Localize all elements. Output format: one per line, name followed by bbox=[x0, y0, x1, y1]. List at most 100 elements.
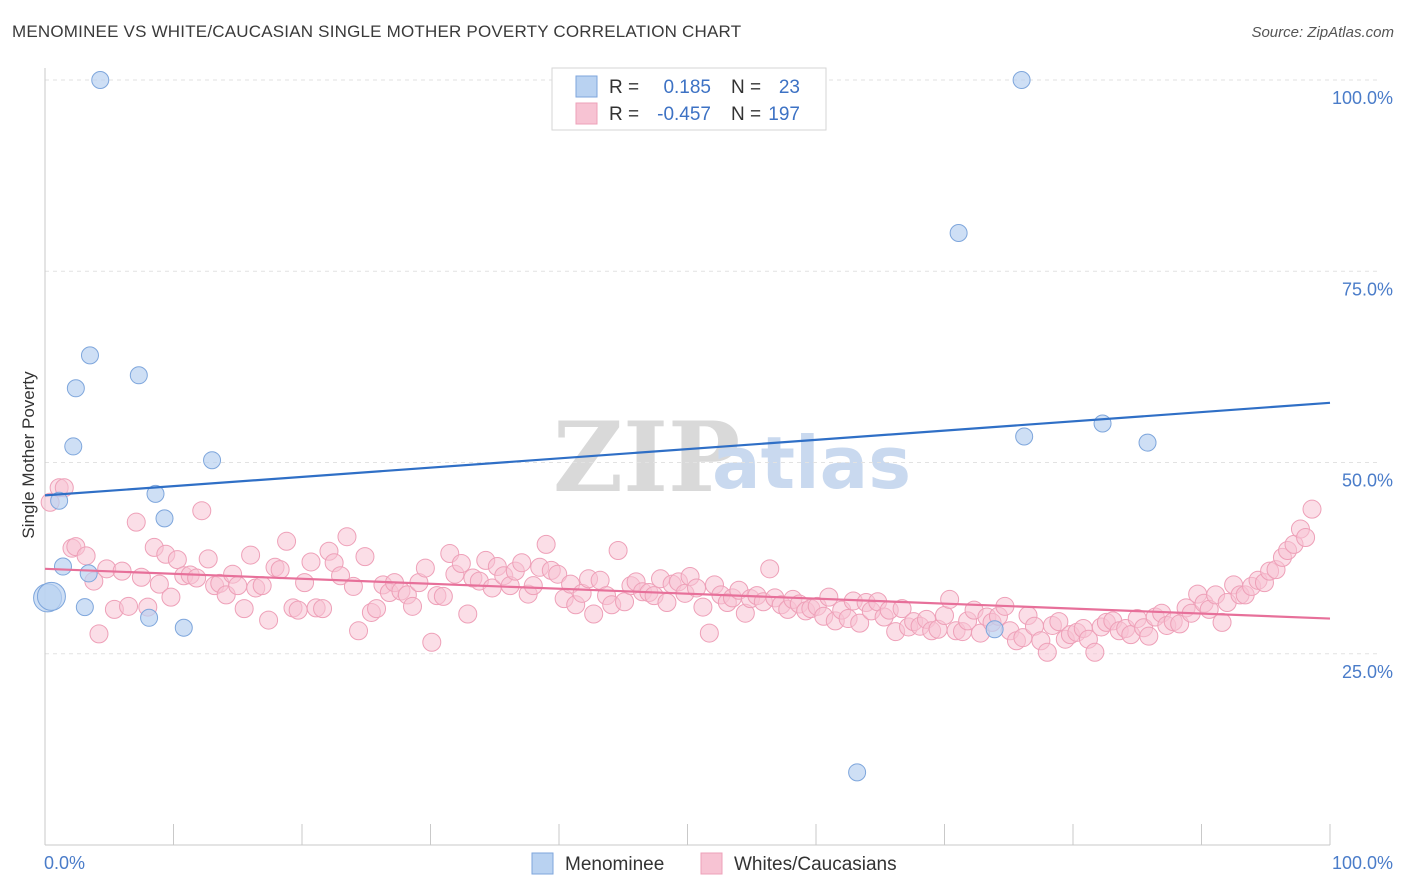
bottom-legend-label-whites: Whites/Caucasians bbox=[734, 854, 897, 875]
legend-swatch-whites bbox=[575, 102, 598, 125]
point-whites-60 bbox=[415, 558, 435, 578]
point-whites-13 bbox=[131, 567, 151, 587]
bottom-legend-swatch-whites bbox=[700, 852, 723, 875]
x-tick-label-0: 0.0% bbox=[44, 853, 85, 873]
point-whites-67 bbox=[458, 604, 478, 624]
point-whites-11 bbox=[119, 596, 139, 616]
legend-r-value-menominee: 0.185 bbox=[663, 77, 711, 98]
point-whites-63 bbox=[433, 586, 453, 606]
point-whites-78 bbox=[523, 576, 543, 596]
point-menominee-8 bbox=[1093, 414, 1112, 433]
point-whites-127 bbox=[819, 587, 839, 607]
point-whites-22 bbox=[187, 568, 207, 588]
x-tick-label-1: 100.0% bbox=[1332, 853, 1393, 873]
point-whites-30 bbox=[234, 599, 254, 619]
legend-box bbox=[551, 67, 827, 131]
point-whites-171 bbox=[1085, 642, 1105, 662]
point-whites-41 bbox=[301, 552, 321, 572]
point-whites-207 bbox=[1302, 499, 1322, 519]
point-whites-7 bbox=[89, 624, 109, 644]
point-menominee-17 bbox=[36, 581, 66, 611]
axes bbox=[44, 68, 1331, 846]
legend-bottom: Menominee Whites/Caucasians bbox=[531, 852, 897, 875]
legend-swatch-menominee bbox=[575, 75, 598, 98]
point-whites-12 bbox=[126, 512, 146, 532]
point-whites-5 bbox=[76, 546, 96, 566]
point-whites-16 bbox=[149, 574, 169, 594]
point-menominee-19 bbox=[140, 608, 159, 627]
chart-title: MENOMINEE VS WHITE/CAUCASIAN SINGLE MOTH… bbox=[12, 22, 742, 41]
point-whites-47 bbox=[337, 527, 357, 547]
point-whites-36 bbox=[270, 560, 290, 580]
point-menominee-21 bbox=[985, 620, 1004, 639]
point-whites-18 bbox=[161, 587, 181, 607]
x-tick-labels: 0.0% 100.0% bbox=[44, 853, 1393, 873]
point-menominee-14 bbox=[53, 557, 72, 576]
bottom-legend-swatch-menominee bbox=[531, 852, 554, 875]
legend-n-value-menominee: 23 bbox=[779, 77, 800, 98]
y-axis-label: Single Mother Poverty bbox=[19, 371, 38, 539]
bottom-legend-label-menominee: Menominee bbox=[565, 854, 664, 875]
point-menominee-6 bbox=[64, 437, 83, 456]
point-menominee-15 bbox=[79, 564, 98, 583]
point-whites-146 bbox=[935, 606, 954, 625]
point-menominee-1 bbox=[1012, 71, 1031, 89]
point-menominee-13 bbox=[155, 509, 174, 528]
point-whites-100 bbox=[657, 592, 677, 612]
point-whites-206 bbox=[1296, 527, 1316, 547]
legend-n-value-whites: 197 bbox=[768, 104, 800, 125]
point-whites-39 bbox=[288, 600, 308, 620]
trend-lines bbox=[44, 401, 1331, 620]
point-whites-117 bbox=[760, 559, 780, 579]
point-menominee-9 bbox=[1015, 427, 1034, 446]
point-whites-76 bbox=[512, 553, 532, 573]
trend-line-whites bbox=[44, 567, 1331, 620]
source-credit: Source: ZipAtlas.com bbox=[1251, 24, 1394, 41]
y-tick-labels: 25.0% 50.0% 75.0% 100.0% bbox=[1332, 88, 1393, 682]
point-menominee-10 bbox=[1138, 433, 1157, 452]
point-menominee-12 bbox=[50, 491, 69, 510]
point-whites-139 bbox=[892, 599, 912, 619]
point-whites-52 bbox=[367, 599, 387, 619]
point-whites-49 bbox=[349, 621, 369, 641]
grid-lines bbox=[45, 79, 1380, 655]
y-tick-label-3: 100.0% bbox=[1332, 88, 1393, 108]
series-whites-points bbox=[40, 478, 1322, 662]
point-whites-107 bbox=[699, 623, 719, 643]
point-whites-23 bbox=[192, 501, 212, 521]
point-menominee-4 bbox=[129, 366, 148, 385]
legend-n-label-whites: N = bbox=[731, 104, 761, 125]
point-menominee-18 bbox=[75, 598, 94, 617]
point-menominee-3 bbox=[80, 346, 99, 365]
point-menominee-22 bbox=[848, 763, 867, 782]
point-menominee-20 bbox=[174, 618, 193, 637]
point-whites-192 bbox=[1212, 612, 1232, 632]
point-menominee-5 bbox=[66, 379, 85, 398]
point-whites-50 bbox=[355, 547, 375, 567]
point-whites-180 bbox=[1139, 626, 1159, 646]
legend-r-value-whites: -0.457 bbox=[657, 104, 711, 125]
point-whites-61 bbox=[422, 632, 442, 652]
series-menominee-points bbox=[33, 71, 1157, 782]
point-whites-37 bbox=[277, 531, 297, 551]
point-whites-66 bbox=[451, 553, 471, 573]
legend-n-label-menominee: N = bbox=[731, 77, 761, 98]
y-tick-label-0: 25.0% bbox=[1342, 662, 1393, 682]
point-whites-43 bbox=[313, 599, 333, 619]
point-whites-34 bbox=[259, 610, 279, 630]
point-menominee-7 bbox=[203, 451, 222, 470]
point-whites-106 bbox=[693, 597, 713, 617]
point-whites-93 bbox=[615, 592, 635, 612]
point-whites-29 bbox=[228, 576, 248, 596]
point-whites-33 bbox=[252, 576, 272, 596]
point-whites-132 bbox=[850, 613, 870, 633]
legend-r-label-menominee: R = bbox=[609, 77, 639, 98]
point-menominee-2 bbox=[949, 224, 968, 242]
point-whites-92 bbox=[608, 540, 628, 560]
y-tick-label-2: 75.0% bbox=[1342, 279, 1393, 299]
point-whites-19 bbox=[167, 550, 187, 570]
point-whites-40 bbox=[295, 573, 315, 593]
point-menominee-11 bbox=[146, 484, 165, 503]
point-whites-82 bbox=[548, 564, 568, 584]
